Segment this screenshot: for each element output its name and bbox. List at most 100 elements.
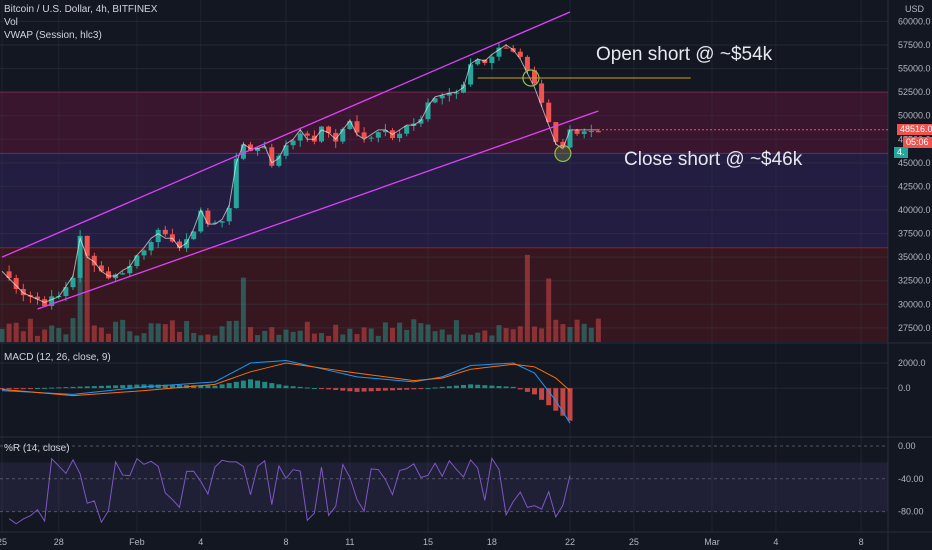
volume-bar (311, 333, 317, 342)
volume-bar (453, 320, 459, 342)
volume-bar (127, 331, 133, 342)
candle-body (595, 131, 601, 133)
volume-bar (489, 335, 495, 342)
macd-hist-bar (198, 385, 204, 389)
macd-hist-bar (6, 388, 12, 390)
volume-bar (524, 254, 530, 342)
zone-rect (0, 247, 888, 342)
volume-bar (446, 334, 452, 342)
currency-label: USD (905, 4, 925, 14)
candle-body (326, 126, 332, 133)
candle-body (127, 266, 133, 274)
volume-bar (184, 321, 190, 342)
candle-body (468, 64, 474, 85)
macd-hist-bar (177, 384, 182, 389)
volume-bar (425, 324, 431, 342)
volume-bar (418, 323, 424, 342)
candle-body (333, 132, 339, 142)
candle-body (205, 210, 211, 224)
macd-hist-bar (532, 388, 537, 395)
candle-body (532, 70, 537, 84)
candle-body (269, 147, 275, 166)
candle-body (198, 210, 204, 232)
x-tick-label: 25 (0, 537, 7, 547)
williams-r-tick-label: -80.00 (898, 507, 924, 517)
volume-bar (319, 333, 324, 342)
macd-hist-bar (35, 388, 40, 390)
volume-bar (304, 321, 310, 342)
macd-hist-bar (134, 384, 140, 389)
x-tick-label: 18 (487, 537, 497, 547)
volume-bar (205, 334, 211, 342)
macd-hist-bar (361, 388, 367, 392)
volume-bar (461, 334, 466, 342)
volume-bar (347, 328, 353, 342)
volume-bar (84, 255, 90, 342)
macd-hist-bar (468, 384, 474, 389)
open-short-annotation: Open short @ ~$54k (596, 44, 773, 65)
x-tick-label: 4 (198, 537, 203, 547)
candle-body (503, 47, 509, 49)
candle-body (397, 133, 403, 139)
volume-bar (361, 327, 367, 342)
macd-hist-bar (354, 388, 360, 392)
volume-bar (546, 278, 552, 342)
macd-hist-bar (290, 386, 296, 389)
candle-body (233, 158, 239, 209)
macd-hist-bar (120, 385, 126, 389)
macd-hist-bar (205, 385, 211, 389)
volume-bar (269, 327, 275, 342)
x-tick-label: 28 (54, 537, 64, 547)
macd-hist-bar (418, 388, 424, 390)
volume-bar (432, 331, 438, 342)
volume-bar (191, 332, 197, 342)
macd-hist-bar (226, 383, 232, 389)
macd-hist-bar (233, 381, 239, 389)
volume-bar (212, 335, 218, 342)
volume-bar (6, 323, 12, 342)
volume-bar (333, 324, 339, 342)
channel-upper-line (1, 11, 571, 258)
candle-body (581, 131, 587, 134)
y-tick-label: 27500.0 (898, 323, 931, 333)
volume-bar (198, 335, 204, 342)
macd-hist-bar (219, 384, 225, 389)
candle-body (148, 242, 154, 251)
macd-hist-bar (77, 386, 83, 389)
macd-hist-bar (517, 388, 523, 390)
macd-hist-bar (482, 385, 488, 389)
volume-bar (567, 327, 573, 342)
macd-line (1, 360, 571, 424)
volume-bar (539, 328, 545, 342)
macd-hist-bar (84, 386, 90, 389)
macd-hist-bar (340, 388, 346, 391)
vwap-label: VWAP (Session, hlc3) (4, 30, 102, 41)
candle-body (453, 92, 459, 94)
volume-bar (496, 325, 502, 342)
volume-bar (162, 324, 168, 342)
candle-body (340, 128, 346, 142)
candle-body (248, 144, 253, 151)
williams-r-band (0, 462, 888, 512)
macd-hist-bar (141, 384, 147, 389)
y-tick-label: 37500.0 (898, 229, 931, 239)
macd-hist-bar (248, 379, 253, 389)
volume-bar (49, 325, 55, 342)
volume-bar (27, 318, 33, 342)
macd-hist-bar (503, 386, 509, 389)
volume-bar (439, 329, 445, 342)
candle-body (382, 130, 388, 133)
volume-bar (404, 329, 410, 342)
candle-body (290, 140, 296, 146)
candle-body (304, 133, 310, 136)
candle-body (517, 51, 523, 57)
macd-hist-bar (510, 386, 516, 389)
candle-body (63, 287, 69, 296)
candle-body (375, 132, 381, 138)
macd-hist-bar (553, 388, 559, 411)
candle-body (283, 145, 289, 156)
candle-body (496, 47, 502, 57)
candle-body (20, 289, 26, 296)
candle-body (553, 122, 559, 142)
